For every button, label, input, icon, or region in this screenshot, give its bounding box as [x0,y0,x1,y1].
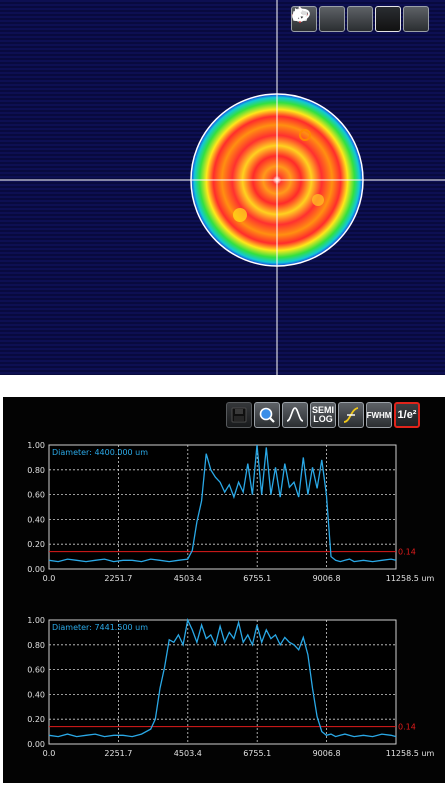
x-tick-label: 4503.4 [174,574,202,583]
x-tick-label: 2251.7 [104,749,132,758]
rotate-button[interactable] [294,6,373,32]
y-tick-label: 0.60 [27,666,45,675]
x-tick-label: 4503.4 [174,749,202,758]
profile-view: SEMI LOG FWHM 1/e² 0.0 2251.7 4503.4 6755.1… [3,397,445,783]
integral-button[interactable] [338,402,364,428]
vertical-profile-chart[interactable]: 0.0 2251.7 4503.4 6755.1 9006.8 11258.5 um 0.0… [3,612,445,762]
y-tick-label: 0.20 [27,540,45,549]
plot-area [48,444,397,570]
y-tick-label: 0.80 [27,641,45,650]
x-tick-label: 0.0 [43,749,56,758]
beam-image [0,0,445,375]
clip-level-button[interactable]: 1/e² [394,402,420,428]
horizontal-profile-chart[interactable]: 0.0 2251.7 4503.4 6755.1 9006.8 11258.5 um 0.0… [3,437,445,587]
y-tick-label: 0.80 [27,466,45,475]
x-tick-label: 6755.1 [243,574,271,583]
save-button[interactable] [226,402,252,428]
y-tick-label: 0.00 [27,565,45,574]
beam-toolbar [291,6,429,32]
profile-toolbar: SEMI LOG FWHM 1/e² [226,402,420,428]
semilog-button[interactable]: SEMI LOG [310,402,336,428]
beam-image-view[interactable] [0,0,445,375]
gaussian-curve-icon [286,407,304,422]
profile-line [48,444,397,563]
gaussian-fit-button[interactable] [282,402,308,428]
x-tick-label: 9006.8 [313,749,341,758]
integral-curve-icon [343,407,359,423]
profile-line [48,617,397,738]
magnifier-icon [259,407,275,423]
diameter-annotation: Diameter: 4400.000 um [52,448,148,457]
x-tick-label: 6755.1 [243,749,271,758]
snapshot-button[interactable] [293,6,345,32]
y-tick-label: 0.00 [27,740,45,749]
clip-level-label: 0.14 [398,723,416,732]
clip-level-label: 0.14 [398,548,416,557]
plot-area [48,619,397,745]
y-tick-label: 0.60 [27,491,45,500]
y-tick-label: 1.00 [27,441,45,450]
x-tick-label: 9006.8 [313,574,341,583]
fwhm-button[interactable]: FWHM [366,402,392,428]
y-tick-label: 0.20 [27,715,45,724]
x-tick-label: 11258.5 um [386,749,435,758]
diameter-annotation: Diameter: 7441.500 um [52,623,148,632]
floppy-disk-icon [231,407,247,423]
x-tick-label: 2251.7 [104,574,132,583]
y-tick-label: 0.40 [27,690,45,699]
y-tick-label: 1.00 [27,616,45,625]
x-tick-label: 0.0 [43,574,56,583]
ellipse-fit-button[interactable] [292,6,401,32]
x-tick-label: 11258.5 um [386,574,435,583]
pointer-button[interactable] [295,6,429,32]
zoom-button[interactable] [254,402,280,428]
y-tick-label: 0.40 [27,515,45,524]
